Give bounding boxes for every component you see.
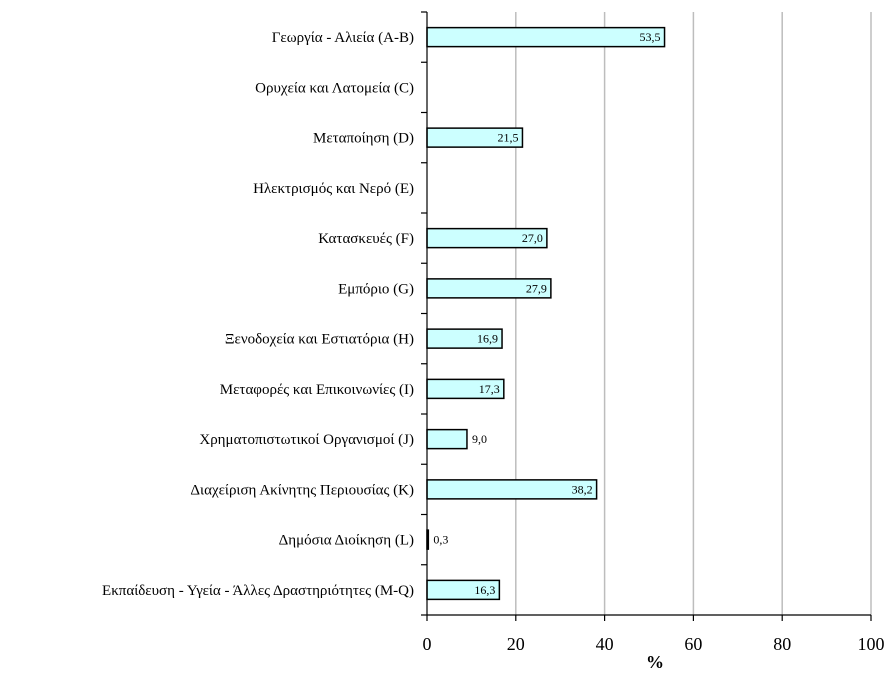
data-label-5: 27,9 — [526, 281, 547, 295]
bar-layer — [426, 26, 666, 601]
x-tick-label-0: 0 — [423, 634, 432, 654]
category-label-1: Ορυχεία και Λατομεία (C) — [255, 80, 414, 96]
data-label-11: 16,3 — [474, 583, 495, 597]
bar-0 — [426, 26, 666, 48]
axis-layer — [421, 11, 872, 621]
x-tick-label-60: 60 — [684, 634, 702, 654]
x-axis-title: % — [646, 652, 664, 672]
category-label-5: Εμπόριο (G) — [338, 281, 414, 297]
data-label-7: 17,3 — [479, 382, 500, 396]
data-label-8: 9,0 — [472, 432, 487, 446]
category-label-8: Χρηματοπιστωτικοί Οργανισμοί (J) — [199, 432, 414, 448]
category-label-10: Δημόσια Διοίκηση (L) — [279, 533, 414, 549]
data-label-2: 21,5 — [497, 131, 518, 145]
x-tick-label-80: 80 — [773, 634, 791, 654]
x-tick-label-40: 40 — [596, 634, 614, 654]
category-label-11: Εκπαίδευση - Υγεία - Άλλες Δραστηριότητε… — [102, 583, 414, 599]
category-label-7: Μεταφορές και Επικοινωνίες (I) — [220, 382, 414, 398]
category-label-0: Γεωργία - Αλιεία (A-B) — [272, 30, 414, 46]
category-label-3: Ηλεκτρισμός και Νερό (E) — [253, 181, 414, 197]
data-label-4: 27,0 — [522, 231, 543, 245]
data-label-9: 38,2 — [572, 482, 593, 496]
label-layer: 53,5 Γεωργία - Αλιεία (A-B) Ορυχεία και Λα… — [102, 30, 884, 654]
category-label-2: Μεταποίηση (D) — [313, 131, 414, 147]
x-tick-label-100: 100 — [858, 634, 885, 654]
category-label-9: Διαχείριση Ακίνητης Περιουσίας (K) — [190, 482, 414, 498]
data-label-0: 53,5 — [640, 30, 661, 44]
data-label-6: 16,9 — [477, 332, 498, 346]
bar-8 — [426, 428, 468, 450]
category-label-4: Κατασκευές (F) — [318, 231, 414, 247]
grid-layer — [515, 12, 872, 615]
data-label-10: 0,3 — [433, 533, 448, 547]
x-tick-label-20: 20 — [507, 634, 525, 654]
category-label-6: Ξενοδοχεία και Εστιατόρια (H) — [225, 332, 414, 348]
